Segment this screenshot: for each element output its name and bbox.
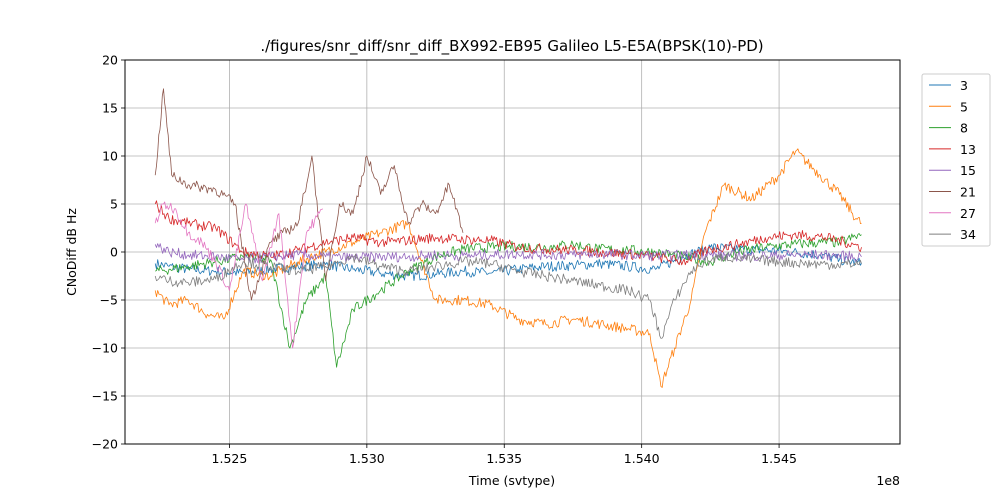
legend: 3 5 8 13 15 21 27 34 — [921, 73, 991, 247]
series-line-34 — [154, 252, 862, 339]
legend-label: 34 — [960, 227, 976, 242]
x-axis: 1.525 1.530 1.535 1.540 1.545 — [212, 444, 797, 466]
x-tick-label: 1.535 — [486, 451, 522, 466]
x-axis-offset-label: 1e8 — [876, 473, 900, 488]
y-tick-label: −5 — [100, 293, 118, 308]
series-line-8 — [155, 233, 862, 368]
y-tick-label: −20 — [92, 437, 118, 452]
series-line-27 — [154, 201, 324, 349]
legend-label: 13 — [960, 142, 976, 157]
y-axis-label: CNoDiff dB Hz — [64, 208, 79, 296]
x-tick-label: 1.525 — [212, 451, 248, 466]
legend-label: 27 — [960, 206, 976, 221]
legend-label: 3 — [960, 78, 968, 93]
y-tick-label: 0 — [110, 245, 118, 260]
y-tick-label: 20 — [102, 53, 118, 68]
legend-label: 21 — [960, 185, 976, 200]
legend-label: 5 — [960, 99, 968, 114]
legend-box — [921, 73, 991, 247]
x-tick-label: 1.530 — [349, 451, 385, 466]
y-axis: −20 −15 −10 −5 0 5 10 15 20 — [92, 53, 125, 452]
chart-title: ./figures/snr_diff/snr_diff_BX992-EB95 G… — [260, 37, 763, 56]
y-tick-label: 5 — [110, 197, 118, 212]
series-lines — [154, 88, 862, 388]
x-tick-label: 1.540 — [624, 451, 660, 466]
series-line-21 — [154, 88, 464, 301]
legend-label: 8 — [960, 121, 968, 136]
legend-label: 15 — [960, 163, 976, 178]
y-tick-label: −15 — [92, 389, 118, 404]
y-tick-label: −10 — [92, 341, 118, 356]
x-tick-label: 1.545 — [761, 451, 797, 466]
x-axis-label: Time (svtype) — [468, 473, 555, 488]
y-tick-label: 10 — [102, 149, 118, 164]
series-line-15 — [154, 243, 862, 264]
y-tick-label: 15 — [102, 101, 118, 116]
